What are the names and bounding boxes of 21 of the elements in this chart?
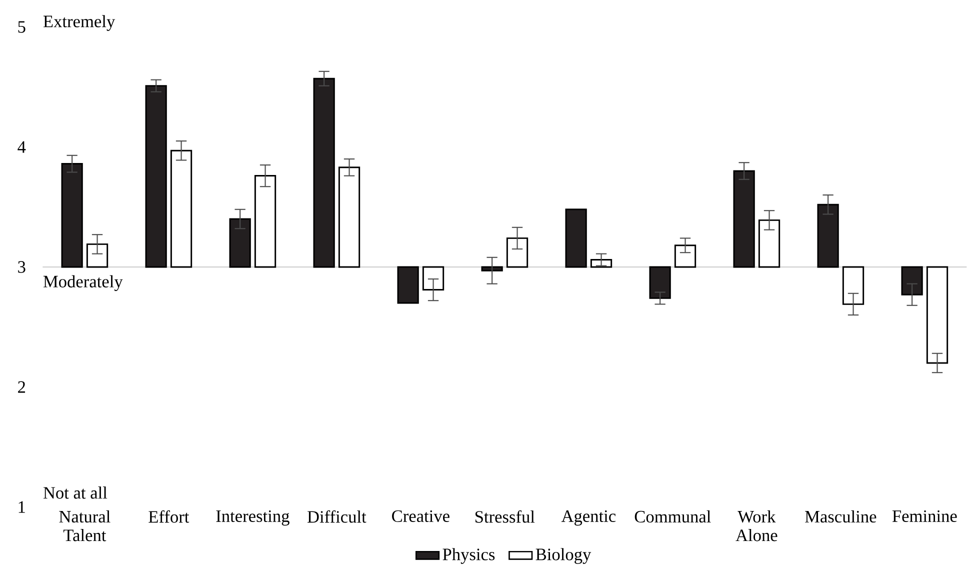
x-tick-label: Agentic [561,510,616,526]
annotation: Moderately [43,275,123,292]
y-tick-label: 3 [18,261,26,273]
y-tick-label: 5 [18,21,26,33]
legend-label: Biology [536,548,592,564]
y-tick-label: 4 [18,141,26,153]
annotation: Extremely [43,15,116,31]
x-tick-label: Natural Talent [59,510,110,542]
y-tick-label: 2 [18,381,26,393]
x-tick-label: Effort [148,510,190,523]
x-tick-label: Feminine [892,510,957,522]
x-tick-label: Difficult [307,510,366,523]
y-tick-label: 1 [18,501,25,513]
x-tick-label: Stressful [475,510,535,523]
x-tick-label: Interesting [216,510,290,526]
annotation: Not at all [43,486,108,499]
x-tick-label: Communal [634,510,711,523]
x-tick-label: Masculine [805,510,876,523]
x-tick-label: Creative [392,510,450,522]
x-tick-label: Work Alone [736,510,778,542]
legend-label: Physics [442,548,495,564]
